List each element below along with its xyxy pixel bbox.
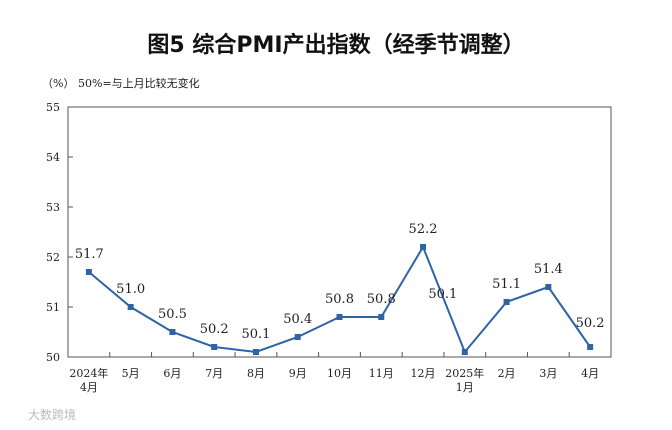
chart-title: 图5 综合PMI产出指数（经季节调整） — [147, 32, 524, 58]
data-label: 50.4 — [283, 312, 312, 327]
data-label: 50.2 — [576, 316, 605, 331]
chart-note: 50%=与上月比较无变化 — [78, 76, 200, 90]
y-tick-label: 54 — [46, 151, 60, 164]
y-tick-label: 55 — [46, 101, 60, 114]
data-label: 51.0 — [116, 282, 145, 297]
data-point — [587, 344, 594, 350]
data-label: 50.8 — [325, 292, 354, 307]
x-tick-label: 8月 — [247, 367, 265, 380]
data-point — [545, 284, 552, 290]
data-label: 50.1 — [428, 287, 457, 302]
data-point — [252, 349, 259, 355]
x-tick-label: 1月 — [456, 381, 474, 394]
watermark: 大数跨境 — [28, 407, 76, 422]
data-point — [169, 329, 176, 335]
plot-frame — [67, 106, 612, 358]
series-line — [85, 244, 594, 355]
data-point — [461, 349, 468, 355]
x-tick-label: 2月 — [498, 367, 516, 380]
y-axis-unit: （%） — [42, 77, 74, 90]
y-tick-label: 52 — [46, 251, 60, 264]
data-label: 51.1 — [492, 277, 521, 292]
data-point — [420, 244, 427, 250]
data-label: 50.5 — [158, 307, 187, 322]
y-tick-label: 50 — [46, 351, 60, 364]
x-tick-label: 10月 — [327, 367, 352, 380]
data-point — [85, 269, 92, 275]
x-tick-label: 4月 — [80, 381, 98, 394]
x-tick-label: 12月 — [411, 367, 436, 380]
x-tick-label: 4月 — [581, 367, 599, 380]
data-point — [503, 299, 510, 305]
data-point — [294, 334, 301, 340]
x-tick-label: 3月 — [539, 367, 557, 380]
x-tick-label: 5月 — [122, 367, 140, 380]
data-label: 50.1 — [241, 327, 270, 342]
data-label: 52.2 — [409, 222, 438, 237]
x-tick-label: 9月 — [289, 367, 307, 380]
data-point — [211, 344, 218, 350]
data-point — [336, 314, 343, 320]
data-label: 51.4 — [534, 262, 563, 277]
x-tick-label: 2024年 — [69, 366, 108, 380]
x-tick-label: 7月 — [205, 367, 223, 380]
y-tick-label: 53 — [46, 201, 60, 214]
data-point — [127, 304, 134, 310]
y-axis: 50 51 52 53 54 55 — [46, 101, 73, 364]
x-tick-label: 2025年 — [445, 366, 484, 380]
x-tick-label: 6月 — [163, 367, 181, 380]
data-labels: 51.7 51.0 50.5 50.2 50.1 50.4 50.8 50.8 52.2 50.1… — [75, 222, 605, 342]
data-label: 51.7 — [75, 247, 104, 262]
x-tick-label: 11月 — [369, 367, 394, 380]
y-tick-label: 51 — [46, 301, 60, 314]
data-label: 50.2 — [200, 322, 229, 337]
data-point — [378, 314, 385, 320]
data-label: 50.8 — [367, 292, 396, 307]
